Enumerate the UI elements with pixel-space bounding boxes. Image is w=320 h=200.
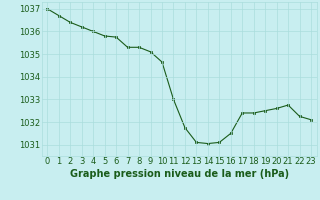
X-axis label: Graphe pression niveau de la mer (hPa): Graphe pression niveau de la mer (hPa) <box>70 169 289 179</box>
